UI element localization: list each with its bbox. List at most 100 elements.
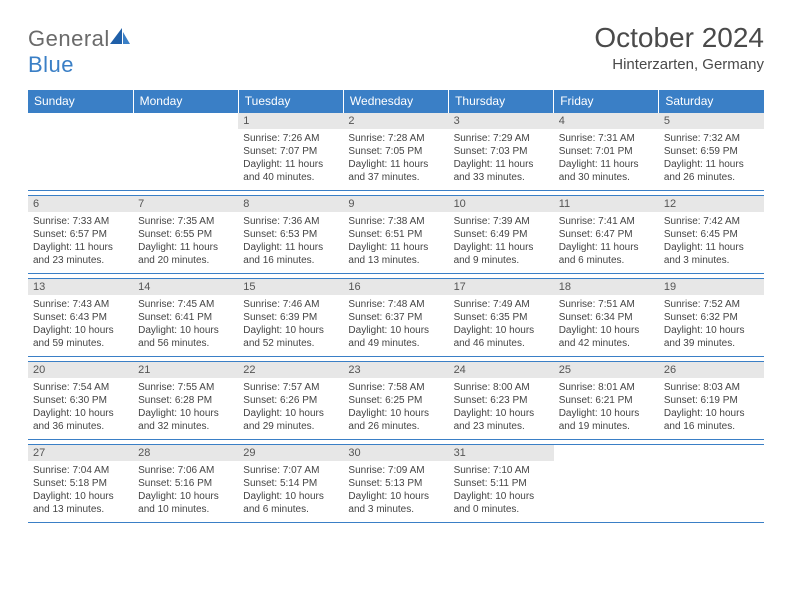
sunset-line: Sunset: 6:35 PM	[454, 311, 549, 324]
day-number: 21	[133, 362, 238, 378]
sunrise-line: Sunrise: 7:57 AM	[243, 381, 338, 394]
day-number: 26	[659, 362, 764, 378]
sunrise-line: Sunrise: 7:35 AM	[138, 215, 233, 228]
sunrise-line: Sunrise: 7:52 AM	[664, 298, 759, 311]
sunrise-line: Sunrise: 7:38 AM	[348, 215, 443, 228]
day-cell: 12Sunrise: 7:42 AMSunset: 6:45 PMDayligh…	[659, 196, 764, 274]
sunrise-line: Sunrise: 7:51 AM	[559, 298, 654, 311]
day-number: 24	[449, 362, 554, 378]
sunrise-line: Sunrise: 7:26 AM	[243, 132, 338, 145]
day-number: 10	[449, 196, 554, 212]
sunrise-line: Sunrise: 7:49 AM	[454, 298, 549, 311]
day-cell: 6Sunrise: 7:33 AMSunset: 6:57 PMDaylight…	[28, 196, 133, 274]
daylight-line: Daylight: 10 hours and 6 minutes.	[243, 490, 338, 516]
day-content: Sunrise: 7:36 AMSunset: 6:53 PMDaylight:…	[238, 212, 343, 273]
day-content: Sunrise: 7:51 AMSunset: 6:34 PMDaylight:…	[554, 295, 659, 356]
daylight-line: Daylight: 11 hours and 37 minutes.	[348, 158, 443, 184]
sunset-line: Sunset: 6:43 PM	[33, 311, 128, 324]
sunrise-line: Sunrise: 7:32 AM	[664, 132, 759, 145]
weekday-header: Tuesday	[238, 90, 343, 113]
day-content: Sunrise: 7:09 AMSunset: 5:13 PMDaylight:…	[343, 461, 448, 522]
day-content: Sunrise: 7:38 AMSunset: 6:51 PMDaylight:…	[343, 212, 448, 273]
daylight-line: Daylight: 10 hours and 42 minutes.	[559, 324, 654, 350]
sunrise-line: Sunrise: 7:46 AM	[243, 298, 338, 311]
day-number: 25	[554, 362, 659, 378]
weekday-header: Friday	[554, 90, 659, 113]
day-number: 4	[554, 113, 659, 129]
day-number: 19	[659, 279, 764, 295]
day-content: Sunrise: 7:06 AMSunset: 5:16 PMDaylight:…	[133, 461, 238, 522]
day-number: 2	[343, 113, 448, 129]
sunset-line: Sunset: 5:13 PM	[348, 477, 443, 490]
day-number: 28	[133, 445, 238, 461]
sunset-line: Sunset: 6:26 PM	[243, 394, 338, 407]
day-number: 17	[449, 279, 554, 295]
week-row: 20Sunrise: 7:54 AMSunset: 6:30 PMDayligh…	[28, 362, 764, 440]
day-cell: 5Sunrise: 7:32 AMSunset: 6:59 PMDaylight…	[659, 113, 764, 191]
day-cell: 14Sunrise: 7:45 AMSunset: 6:41 PMDayligh…	[133, 279, 238, 357]
sunrise-line: Sunrise: 8:00 AM	[454, 381, 549, 394]
day-number: 1	[238, 113, 343, 129]
sunset-line: Sunset: 6:21 PM	[559, 394, 654, 407]
day-number: 9	[343, 196, 448, 212]
daylight-line: Daylight: 10 hours and 49 minutes.	[348, 324, 443, 350]
sunset-line: Sunset: 6:47 PM	[559, 228, 654, 241]
daylight-line: Daylight: 11 hours and 3 minutes.	[664, 241, 759, 267]
day-cell: 19Sunrise: 7:52 AMSunset: 6:32 PMDayligh…	[659, 279, 764, 357]
day-number: 20	[28, 362, 133, 378]
daylight-line: Daylight: 10 hours and 59 minutes.	[33, 324, 128, 350]
day-content: Sunrise: 7:39 AMSunset: 6:49 PMDaylight:…	[449, 212, 554, 273]
brand-logo: General Blue	[28, 26, 132, 78]
sunset-line: Sunset: 6:30 PM	[33, 394, 128, 407]
day-content: Sunrise: 7:41 AMSunset: 6:47 PMDaylight:…	[554, 212, 659, 273]
sunrise-line: Sunrise: 7:45 AM	[138, 298, 233, 311]
day-cell: 23Sunrise: 7:58 AMSunset: 6:25 PMDayligh…	[343, 362, 448, 440]
daylight-line: Daylight: 10 hours and 13 minutes.	[33, 490, 128, 516]
day-cell: 20Sunrise: 7:54 AMSunset: 6:30 PMDayligh…	[28, 362, 133, 440]
sunset-line: Sunset: 6:37 PM	[348, 311, 443, 324]
day-content: Sunrise: 7:07 AMSunset: 5:14 PMDaylight:…	[238, 461, 343, 522]
brand-text: General Blue	[28, 26, 132, 78]
day-content: Sunrise: 7:58 AMSunset: 6:25 PMDaylight:…	[343, 378, 448, 439]
sunset-line: Sunset: 5:11 PM	[454, 477, 549, 490]
day-cell: 10Sunrise: 7:39 AMSunset: 6:49 PMDayligh…	[449, 196, 554, 274]
day-cell: 28Sunrise: 7:06 AMSunset: 5:16 PMDayligh…	[133, 445, 238, 523]
day-cell: 13Sunrise: 7:43 AMSunset: 6:43 PMDayligh…	[28, 279, 133, 357]
day-content: Sunrise: 7:26 AMSunset: 7:07 PMDaylight:…	[238, 129, 343, 190]
day-cell: .	[28, 113, 133, 191]
sunset-line: Sunset: 6:32 PM	[664, 311, 759, 324]
day-content: Sunrise: 7:10 AMSunset: 5:11 PMDaylight:…	[449, 461, 554, 522]
day-content: Sunrise: 8:00 AMSunset: 6:23 PMDaylight:…	[449, 378, 554, 439]
day-number: 14	[133, 279, 238, 295]
daylight-line: Daylight: 10 hours and 3 minutes.	[348, 490, 443, 516]
day-cell: 3Sunrise: 7:29 AMSunset: 7:03 PMDaylight…	[449, 113, 554, 191]
daylight-line: Daylight: 11 hours and 20 minutes.	[138, 241, 233, 267]
daylight-line: Daylight: 10 hours and 29 minutes.	[243, 407, 338, 433]
daylight-line: Daylight: 10 hours and 0 minutes.	[454, 490, 549, 516]
day-number: 29	[238, 445, 343, 461]
day-cell: .	[554, 445, 659, 523]
daylight-line: Daylight: 10 hours and 56 minutes.	[138, 324, 233, 350]
sunset-line: Sunset: 5:18 PM	[33, 477, 128, 490]
day-cell: .	[133, 113, 238, 191]
day-cell: 15Sunrise: 7:46 AMSunset: 6:39 PMDayligh…	[238, 279, 343, 357]
sunset-line: Sunset: 6:55 PM	[138, 228, 233, 241]
day-cell: 21Sunrise: 7:55 AMSunset: 6:28 PMDayligh…	[133, 362, 238, 440]
day-content: Sunrise: 7:45 AMSunset: 6:41 PMDaylight:…	[133, 295, 238, 356]
day-cell: 18Sunrise: 7:51 AMSunset: 6:34 PMDayligh…	[554, 279, 659, 357]
day-content: Sunrise: 8:03 AMSunset: 6:19 PMDaylight:…	[659, 378, 764, 439]
daylight-line: Daylight: 10 hours and 32 minutes.	[138, 407, 233, 433]
day-cell: 4Sunrise: 7:31 AMSunset: 7:01 PMDaylight…	[554, 113, 659, 191]
week-row: 6Sunrise: 7:33 AMSunset: 6:57 PMDaylight…	[28, 196, 764, 274]
calendar-page: General Blue October 2024 Hinterzarten, …	[0, 0, 792, 545]
daylight-line: Daylight: 10 hours and 23 minutes.	[454, 407, 549, 433]
sunset-line: Sunset: 6:53 PM	[243, 228, 338, 241]
day-cell: 29Sunrise: 7:07 AMSunset: 5:14 PMDayligh…	[238, 445, 343, 523]
sunrise-line: Sunrise: 8:03 AM	[664, 381, 759, 394]
daylight-line: Daylight: 10 hours and 26 minutes.	[348, 407, 443, 433]
day-number: 18	[554, 279, 659, 295]
daylight-line: Daylight: 11 hours and 26 minutes.	[664, 158, 759, 184]
daylight-line: Daylight: 10 hours and 52 minutes.	[243, 324, 338, 350]
location: Hinterzarten, Germany	[594, 56, 764, 73]
sunrise-line: Sunrise: 7:48 AM	[348, 298, 443, 311]
